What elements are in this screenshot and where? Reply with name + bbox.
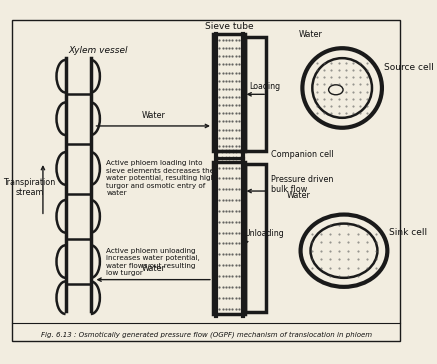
Text: Water: Water [287,191,311,200]
Text: Pressure driven
bulk flow: Pressure driven bulk flow [271,175,333,194]
Text: Fig. 6.13 : Osmotically generated pressure flow (OGPF) mechanism of translocatio: Fig. 6.13 : Osmotically generated pressu… [41,332,372,338]
Text: Water: Water [141,264,165,273]
Bar [213,162,246,314]
Text: Active phloem unloading
increases water potential,
water flows out resulting
low: Active phloem unloading increases water … [106,248,200,277]
Bar [245,37,266,151]
Text: Transpiration
stream: Transpiration stream [3,178,55,197]
Circle shape [312,58,372,118]
Bar [245,164,266,312]
Text: Unloading: Unloading [245,229,284,238]
Text: Xylem vessel: Xylem vessel [68,46,128,55]
Text: Loading: Loading [249,82,280,91]
Text: Source cell: Source cell [384,63,434,72]
Text: Active phloem loading into
sieve elements decreases the
water potential, resulti: Active phloem loading into sieve element… [106,160,215,196]
Text: Sink cell: Sink cell [389,228,427,237]
Text: Companion cell: Companion cell [271,150,333,159]
Text: Water: Water [298,30,323,39]
Ellipse shape [311,223,378,278]
Text: Sieve tube: Sieve tube [205,22,253,31]
Bar [213,34,246,151]
Text: Water: Water [141,111,165,120]
